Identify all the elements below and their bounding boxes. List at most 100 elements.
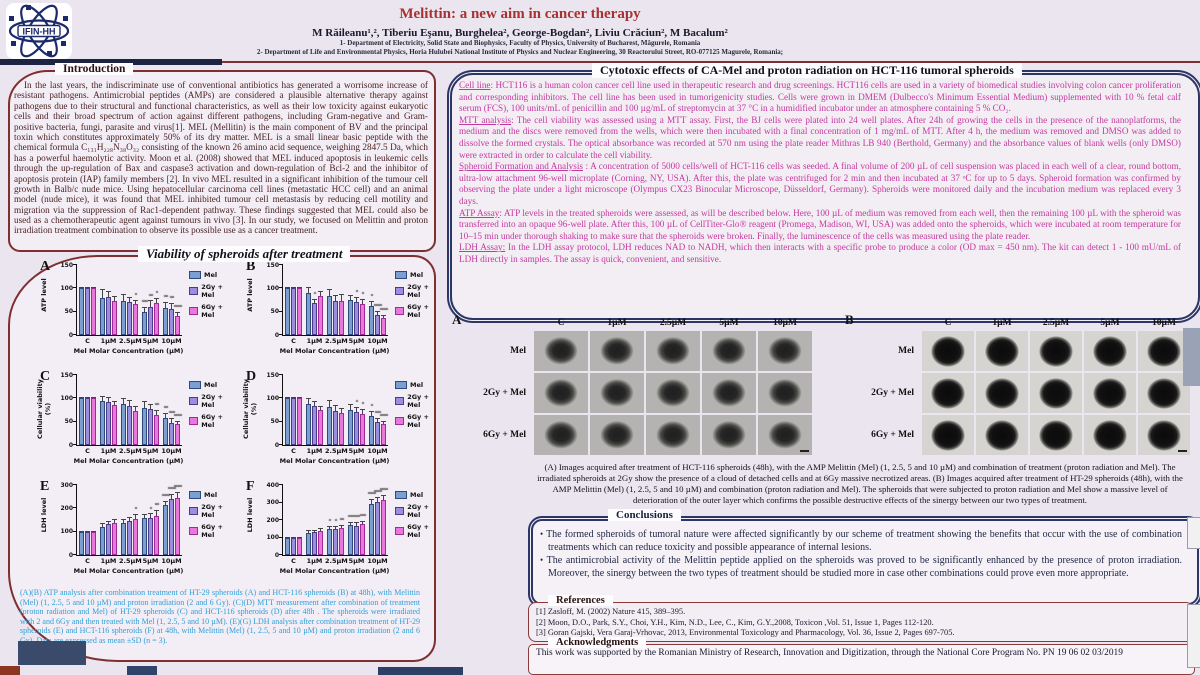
bar-group: ********* <box>161 375 183 445</box>
spheroid-blob <box>539 375 583 411</box>
x-tick-label: 5µM <box>142 337 159 345</box>
error-bar <box>112 400 117 406</box>
error-bar <box>91 287 96 289</box>
significance-label: ** <box>169 294 175 302</box>
error-bar <box>79 287 84 289</box>
bar <box>100 526 105 555</box>
y-tick-label: 100 <box>266 534 279 541</box>
error-bar <box>381 314 386 319</box>
bar <box>100 297 105 335</box>
error-bar <box>381 420 386 424</box>
conclusion-bullet: • The antimicrobial activity of the Meli… <box>540 555 1182 579</box>
y-tick-label: 300 <box>60 481 73 489</box>
conclusions-list: • The formed spheroids of tumoral nature… <box>538 528 1182 580</box>
error-bar <box>85 531 90 532</box>
x-tick-label: 5µM <box>142 447 159 455</box>
bar <box>312 405 317 445</box>
bar <box>369 415 374 445</box>
bar <box>318 530 323 555</box>
bar <box>354 411 359 445</box>
column-header: 2.5µM <box>659 318 687 328</box>
x-tick-label: 1µM <box>306 447 323 455</box>
bar-group <box>98 265 119 335</box>
bar-group: *** ** * <box>140 265 161 335</box>
legend-swatch-icon <box>189 491 201 499</box>
spheroid-image <box>976 373 1028 413</box>
chart-B: B ATP level 0 50 100 150 C * 1µM 2.5µM * * 5µM * **** *… <box>232 259 434 367</box>
x-tick-label: 10µM <box>161 337 182 345</box>
bar <box>348 525 353 555</box>
affiliation-2: 2- Department of Life and Environmental … <box>256 48 784 57</box>
y-tick-label: 400 <box>266 481 279 489</box>
spheroid-blob <box>1143 417 1185 453</box>
bar <box>148 306 153 335</box>
bar <box>133 303 138 335</box>
bar <box>154 515 159 555</box>
spheroid-image <box>758 373 812 413</box>
spheroid-image <box>758 331 812 371</box>
bar <box>175 424 180 445</box>
bar-group: ** <box>140 375 161 445</box>
bar-group: * * ** <box>325 485 346 555</box>
bar-group <box>98 485 119 555</box>
significance-label: * <box>355 289 359 297</box>
error-bar <box>312 529 317 533</box>
error-bar <box>285 287 290 289</box>
acknowledgments-heading: Acknowledgments <box>548 637 647 648</box>
bar <box>100 401 105 445</box>
bar <box>327 407 332 445</box>
y-tick-label: 0 <box>68 441 73 449</box>
y-tick-label: 100 <box>60 528 73 536</box>
bar <box>360 304 365 335</box>
bar <box>148 409 153 445</box>
bar <box>285 398 290 445</box>
error-bar <box>348 522 353 526</box>
cytotoxic-text: Cell line: HCT116 is a human colon cance… <box>459 80 1181 308</box>
error-bar <box>348 295 353 300</box>
bar-group: ********* <box>367 265 389 335</box>
bar <box>79 288 84 335</box>
x-axis-label: Mel Molar Concentration (µM) <box>73 567 184 575</box>
spheroid-blob <box>595 375 639 411</box>
acknowledgments-box <box>528 644 1195 675</box>
error-bar <box>169 493 174 499</box>
y-tick-label: 0 <box>274 441 279 449</box>
error-bar <box>306 286 311 293</box>
legend-swatch-icon <box>189 271 201 279</box>
bar-group: ******** <box>367 375 389 445</box>
x-tick-label: 1µM <box>306 337 323 345</box>
chart-A: A ATP level 0 50 100 150 C 1µM * 2.5µM *** ** * 5µM **… <box>26 259 228 367</box>
error-bar <box>175 312 180 316</box>
spheroid-image <box>1030 331 1082 371</box>
x-tick-label: C <box>291 557 296 565</box>
bar <box>79 398 84 445</box>
bar <box>85 398 90 445</box>
error-bar <box>297 537 302 538</box>
bar <box>297 537 302 555</box>
error-bar <box>100 523 105 527</box>
spheroid-blob <box>763 417 807 453</box>
y-tick-label: 0 <box>274 331 279 339</box>
spheroid-grid-b: C 1µM 2.5µM 5µM 10µM Mel 2Gy + Mel 6Gy + Mel <box>858 318 1190 455</box>
legend-swatch-icon <box>189 417 199 425</box>
error-bar <box>154 510 159 516</box>
x-axis-label: Mel Molar Concentration (µM) <box>73 457 184 465</box>
spheroid-image <box>534 373 588 413</box>
spheroid-image <box>1138 415 1190 455</box>
spheroid-blob <box>927 375 969 411</box>
spheroid-image <box>702 415 756 455</box>
ifin-hh-logo: IFIN-HH <box>6 3 72 59</box>
bar <box>312 303 317 335</box>
error-bar <box>318 290 323 297</box>
bar <box>333 528 338 555</box>
bar <box>121 300 126 335</box>
bar <box>112 405 117 445</box>
column-header: 1µM <box>992 318 1012 328</box>
legend-swatch-icon <box>189 507 199 515</box>
authors-line: M Răileanu¹,², Tiberiu Eşanu, Burghelea²… <box>312 27 728 39</box>
significance-label: *** <box>168 410 176 418</box>
error-bar <box>133 299 138 304</box>
significance-label: *** <box>347 514 355 522</box>
x-tick-label: C <box>85 557 90 565</box>
y-tick-label: 150 <box>266 261 279 269</box>
